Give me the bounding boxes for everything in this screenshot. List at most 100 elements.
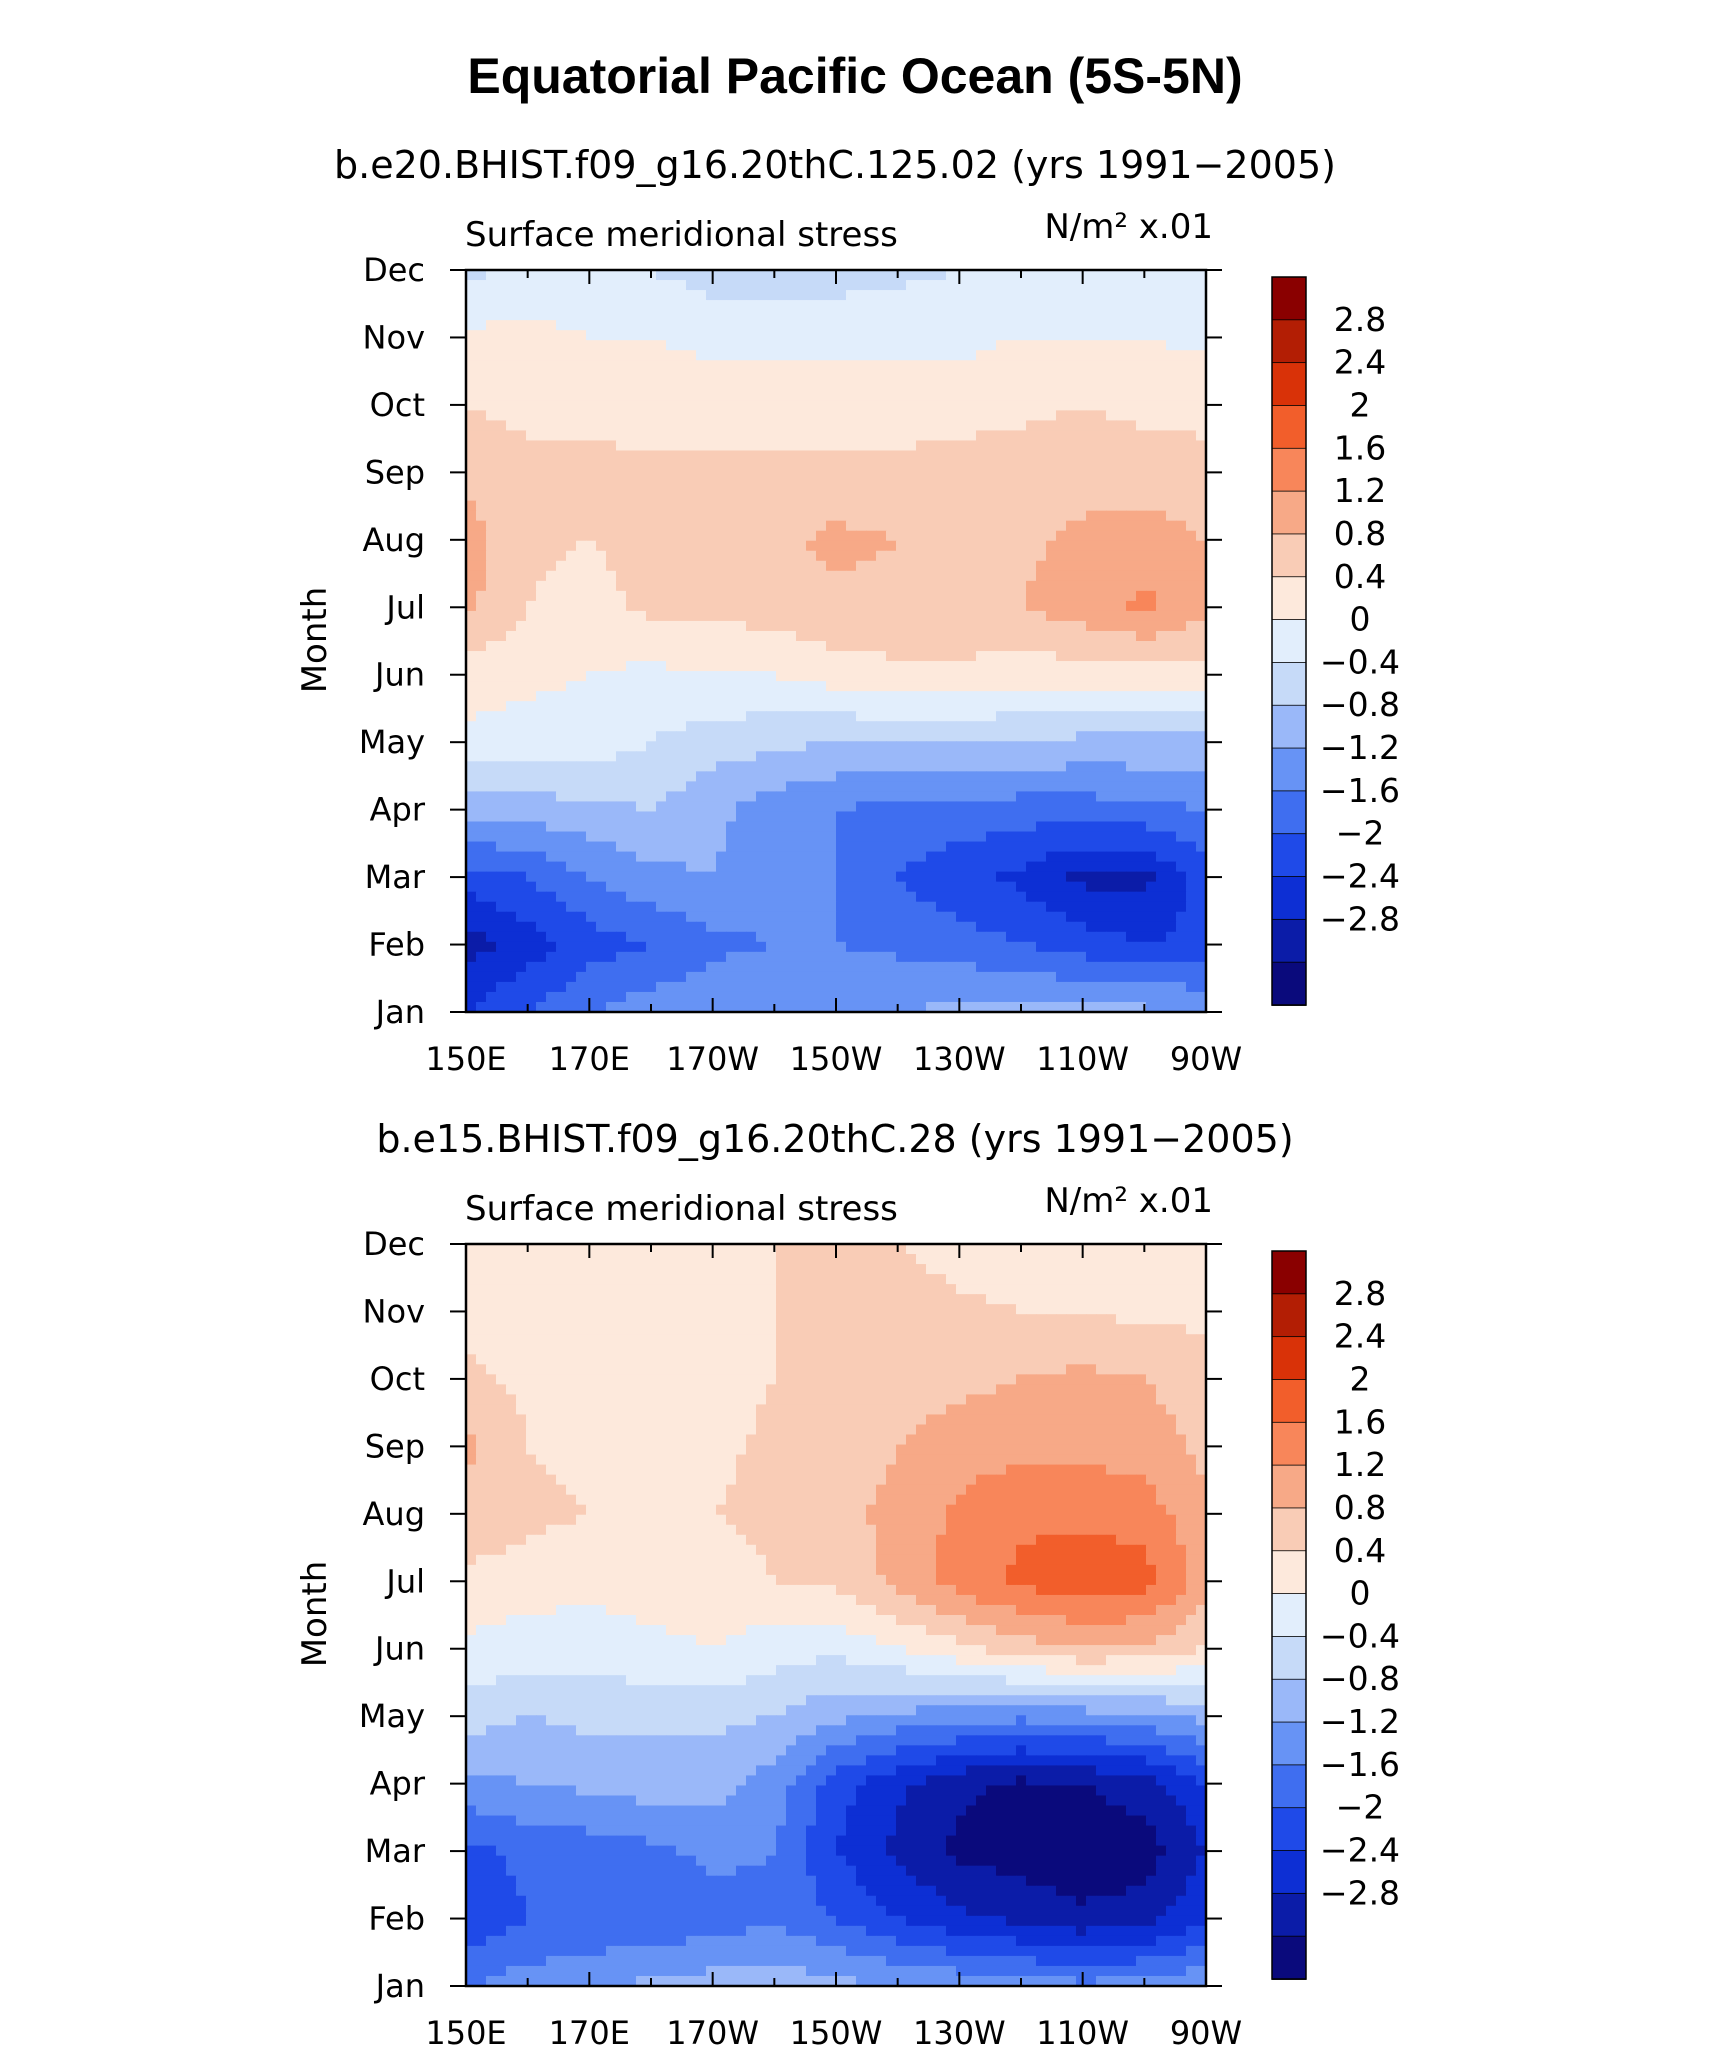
contour-cell bbox=[916, 901, 927, 913]
contour-cell bbox=[976, 731, 987, 742]
contour-cell bbox=[536, 300, 547, 311]
contour-cell bbox=[1106, 831, 1117, 843]
contour-cell bbox=[606, 580, 617, 592]
contour-cell bbox=[1056, 510, 1067, 522]
contour-cell bbox=[686, 630, 697, 642]
contour-cell bbox=[1046, 530, 1057, 542]
contour-cell bbox=[916, 741, 927, 752]
contour-cell bbox=[666, 651, 677, 662]
contour-cell bbox=[806, 480, 817, 492]
contour-cell bbox=[1136, 470, 1147, 482]
contour-cell bbox=[746, 470, 757, 482]
contour-cell bbox=[546, 751, 557, 762]
contour-cell bbox=[816, 570, 827, 582]
contour-cell bbox=[1166, 410, 1177, 422]
contour-cell bbox=[1126, 330, 1137, 341]
contour-cell bbox=[1086, 520, 1097, 532]
contour-cell bbox=[616, 540, 627, 552]
contour-cell bbox=[986, 791, 997, 803]
contour-cell bbox=[796, 410, 807, 422]
contour-cell bbox=[616, 330, 627, 341]
contour-cell bbox=[516, 460, 527, 472]
contour-cell bbox=[846, 350, 857, 361]
contour-cell bbox=[826, 410, 837, 422]
contour-cell bbox=[976, 440, 987, 452]
contour-cell bbox=[796, 580, 807, 592]
contour-cell bbox=[596, 580, 607, 592]
contour-cell bbox=[476, 741, 487, 752]
contour-cell bbox=[846, 380, 857, 391]
contour-cell bbox=[946, 490, 957, 502]
contour-cell bbox=[896, 440, 907, 452]
contour-cell bbox=[616, 430, 627, 442]
contour-cell bbox=[586, 280, 597, 291]
contour-cell bbox=[696, 751, 707, 762]
contour-cell bbox=[546, 400, 557, 411]
contour-cell bbox=[956, 360, 967, 371]
contour-cell bbox=[1116, 891, 1127, 903]
contour-cell bbox=[866, 280, 877, 291]
contour-cell bbox=[656, 641, 667, 652]
contour-cell bbox=[546, 861, 557, 873]
contour-cell bbox=[506, 721, 517, 732]
contour-cell bbox=[476, 560, 487, 572]
contour-cell bbox=[576, 731, 587, 742]
contour-cell bbox=[666, 450, 677, 462]
contour-cell bbox=[926, 671, 937, 682]
contour-cell bbox=[486, 831, 497, 843]
contour-cell bbox=[956, 651, 967, 662]
contour-cell bbox=[576, 320, 587, 331]
contour-cell bbox=[566, 671, 577, 682]
contour-cell bbox=[676, 470, 687, 482]
contour-cell bbox=[636, 580, 647, 592]
contour-cell bbox=[1176, 751, 1187, 762]
contour-cell bbox=[1026, 400, 1037, 411]
contour-cell bbox=[1066, 440, 1077, 452]
contour-cell bbox=[1156, 861, 1167, 873]
contour-cell bbox=[976, 480, 987, 492]
contour-cell bbox=[936, 821, 947, 833]
contour-cell bbox=[816, 490, 827, 502]
contour-cell bbox=[806, 661, 817, 672]
contour-cell bbox=[976, 320, 987, 331]
contour-cell bbox=[1086, 761, 1097, 772]
contour-cell bbox=[726, 570, 737, 582]
contour-cell bbox=[1056, 480, 1067, 492]
contour-cell bbox=[616, 290, 627, 301]
contour-cell bbox=[1066, 851, 1077, 863]
contour-cell bbox=[486, 871, 497, 883]
contour-cell bbox=[806, 811, 817, 823]
contour-cell bbox=[576, 570, 587, 582]
contour-cell bbox=[766, 651, 777, 662]
contour-cell bbox=[476, 390, 487, 401]
contour-cell bbox=[906, 470, 917, 482]
contour-cell bbox=[646, 510, 657, 522]
contour-cell bbox=[706, 560, 717, 572]
contour-cell bbox=[626, 460, 637, 472]
contour-cell bbox=[976, 871, 987, 883]
contour-cell bbox=[1066, 641, 1077, 652]
contour-cell bbox=[1096, 440, 1107, 452]
contour-cell bbox=[576, 941, 587, 953]
contour-cell bbox=[756, 661, 767, 672]
contour-cell bbox=[646, 891, 657, 903]
contour-cell bbox=[816, 811, 827, 823]
contour-cell bbox=[1156, 560, 1167, 572]
contour-cell bbox=[966, 470, 977, 482]
contour-cell bbox=[996, 931, 1007, 943]
contour-cell bbox=[966, 510, 977, 522]
contour-cell bbox=[1096, 590, 1107, 602]
contour-cell bbox=[976, 610, 987, 622]
contour-cell bbox=[1046, 340, 1057, 351]
contour-cell bbox=[716, 390, 727, 401]
contour-cell bbox=[946, 821, 957, 833]
contour-cell bbox=[636, 691, 647, 702]
contour-cell bbox=[596, 420, 607, 432]
contour-cell bbox=[826, 610, 837, 622]
contour-cell bbox=[956, 681, 967, 692]
contour-cell bbox=[616, 510, 627, 522]
contour-cell bbox=[536, 681, 547, 692]
contour-cell bbox=[676, 280, 687, 291]
contour-cell bbox=[1066, 791, 1077, 803]
contour-cell bbox=[1066, 300, 1077, 311]
